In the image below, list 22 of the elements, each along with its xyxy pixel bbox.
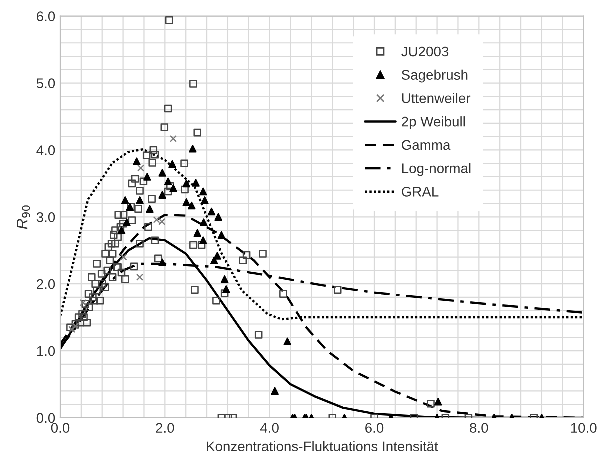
y-tick-label: 6.0 — [37, 12, 56, 22]
y-tick-label: 4.0 — [36, 146, 56, 156]
y-tick-label: 5.0 — [36, 78, 56, 88]
legend-label: Uttenweiler — [402, 93, 471, 104]
legend-label: Log-normal — [402, 163, 471, 176]
x-tick-label: 10.0 — [571, 423, 597, 434]
x-axis-title: Konzentrations-Fluktuations Intensität — [207, 441, 438, 452]
y-tick-label: 0.0 — [36, 413, 56, 424]
x-tick-label: 0.0 — [51, 423, 70, 434]
x-tick-label: 8.0 — [470, 423, 488, 434]
x-tick-label: 6.0 — [366, 423, 384, 434]
legend-label: Sagebrush — [402, 70, 468, 83]
legend-label: GRAL — [402, 187, 439, 197]
legend-label: Gamma — [402, 140, 451, 150]
y-axis-title: R$_{90}$ — [17, 206, 30, 230]
y-tick-label: 2.0 — [37, 279, 56, 290]
y-tick-label: 3.0 — [36, 212, 56, 222]
x-tick-label: 4.0 — [260, 423, 279, 434]
y-tick-label: 1.0 — [37, 346, 56, 356]
legend-label: JU2003 — [402, 46, 449, 57]
x-tick-label: 2.0 — [156, 423, 174, 434]
legend-label: 2p Weibull — [402, 116, 465, 130]
